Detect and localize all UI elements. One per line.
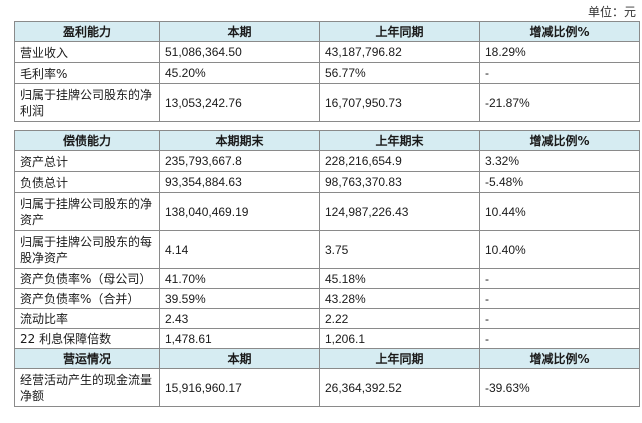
cell-value: 138,040,469.19 <box>159 192 320 231</box>
cell-value: 2.43 <box>159 308 320 329</box>
row-label: 负债总计 <box>14 171 160 193</box>
cell-value: - <box>479 308 640 329</box>
cell-value: 26,364,392.52 <box>319 368 480 407</box>
cell-value: 41.70% <box>159 268 320 289</box>
row-label: 资产负债率%（母公司） <box>14 268 160 289</box>
cell-value: 43,187,796.82 <box>319 41 480 63</box>
cell-value: 3.32% <box>479 150 640 172</box>
cell-value: -5.48% <box>479 171 640 193</box>
header-cell: 本期 <box>159 21 320 42</box>
header-cell: 上年同期 <box>319 348 480 369</box>
cell-value: 56.77% <box>319 62 480 84</box>
row-label: 经营活动产生的现金流量净额 <box>14 368 160 407</box>
header-cell: 盈利能力 <box>14 21 160 42</box>
cell-value: 1,478.61 <box>159 328 320 349</box>
row-label: 归属于挂牌公司股东的净资产 <box>14 192 160 231</box>
cell-value: 124,987,226.43 <box>319 192 480 231</box>
table-row: 归属于挂牌公司股东的净资产 138,040,469.19 124,987,226… <box>14 192 640 231</box>
row-label: 资产负债率%（合并） <box>14 288 160 309</box>
cell-value: 18.29% <box>479 41 640 63</box>
row-label: 毛利率% <box>14 62 160 84</box>
cell-value: 16,707,950.73 <box>319 83 480 122</box>
table-row: 负债总计 93,354,884.63 98,763,370.83 -5.48% <box>14 171 640 193</box>
table-row: 22 利息保障倍数 1,478.61 1,206.1 - <box>14 328 640 349</box>
table-row: 归属于挂牌公司股东的每股净资产 4.14 3.75 10.40% <box>14 230 640 269</box>
table-row: 毛利率% 45.20% 56.77% - <box>14 62 640 84</box>
table-header-row: 营运情况 本期 上年同期 增减比例% <box>14 348 640 369</box>
cell-value: 235,793,667.8 <box>159 150 320 172</box>
table-header-row: 盈利能力 本期 上年同期 增减比例% <box>14 21 640 42</box>
row-label: 营业收入 <box>14 41 160 63</box>
header-cell: 营运情况 <box>14 348 160 369</box>
cell-value: - <box>479 62 640 84</box>
solvency-table: 偿债能力 本期期末 上年期末 增减比例% 资产总计 235,793,667.8 … <box>14 130 640 407</box>
cell-value: 51,086,364.50 <box>159 41 320 63</box>
cell-value: 1,206.1 <box>319 328 480 349</box>
cell-value: - <box>479 328 640 349</box>
row-label: 流动比率 <box>14 308 160 329</box>
cell-value: -39.63% <box>479 368 640 407</box>
header-cell: 本期期末 <box>159 130 320 151</box>
cell-value: 4.14 <box>159 230 320 269</box>
cell-value: 228,216,654.9 <box>319 150 480 172</box>
table-row: 资产负债率%（母公司） 41.70% 45.18% - <box>14 268 640 289</box>
header-cell: 本期 <box>159 348 320 369</box>
header-cell: 上年期末 <box>319 130 480 151</box>
cell-value: -21.87% <box>479 83 640 122</box>
cell-value: 43.28% <box>319 288 480 309</box>
header-cell: 上年同期 <box>319 21 480 42</box>
cell-value: 2.22 <box>319 308 480 329</box>
header-cell: 增减比例% <box>479 130 640 151</box>
cell-value: 45.20% <box>159 62 320 84</box>
cell-value: 13,053,242.76 <box>159 83 320 122</box>
cell-value: 15,916,960.17 <box>159 368 320 407</box>
table-row: 资产负债率%（合并） 39.59% 43.28% - <box>14 288 640 309</box>
cell-value: 93,354,884.63 <box>159 171 320 193</box>
table-row: 流动比率 2.43 2.22 - <box>14 308 640 329</box>
table-header-row: 偿债能力 本期期末 上年期末 增减比例% <box>14 130 640 151</box>
header-cell: 偿债能力 <box>14 130 160 151</box>
header-cell: 增减比例% <box>479 21 640 42</box>
cell-value: 10.44% <box>479 192 640 231</box>
cell-value: - <box>479 288 640 309</box>
cell-value: 98,763,370.83 <box>319 171 480 193</box>
row-label: 22 利息保障倍数 <box>14 328 160 349</box>
row-label: 资产总计 <box>14 150 160 172</box>
table-row: 资产总计 235,793,667.8 228,216,654.9 3.32% <box>14 150 640 172</box>
profit-table: 盈利能力 本期 上年同期 增减比例% 营业收入 51,086,364.50 43… <box>14 21 640 122</box>
header-cell: 增减比例% <box>479 348 640 369</box>
table-row: 营业收入 51,086,364.50 43,187,796.82 18.29% <box>14 41 640 63</box>
cell-value: 3.75 <box>319 230 480 269</box>
table-row: 归属于挂牌公司股东的净利润 13,053,242.76 16,707,950.7… <box>14 83 640 122</box>
row-label: 归属于挂牌公司股东的净利润 <box>14 83 160 122</box>
row-label: 归属于挂牌公司股东的每股净资产 <box>14 230 160 269</box>
cell-value: 45.18% <box>319 268 480 289</box>
cell-value: 10.40% <box>479 230 640 269</box>
cell-value: - <box>479 268 640 289</box>
table-row: 经营活动产生的现金流量净额 15,916,960.17 26,364,392.5… <box>14 368 640 407</box>
cell-value: 39.59% <box>159 288 320 309</box>
unit-label: 单位：元 <box>587 5 636 19</box>
